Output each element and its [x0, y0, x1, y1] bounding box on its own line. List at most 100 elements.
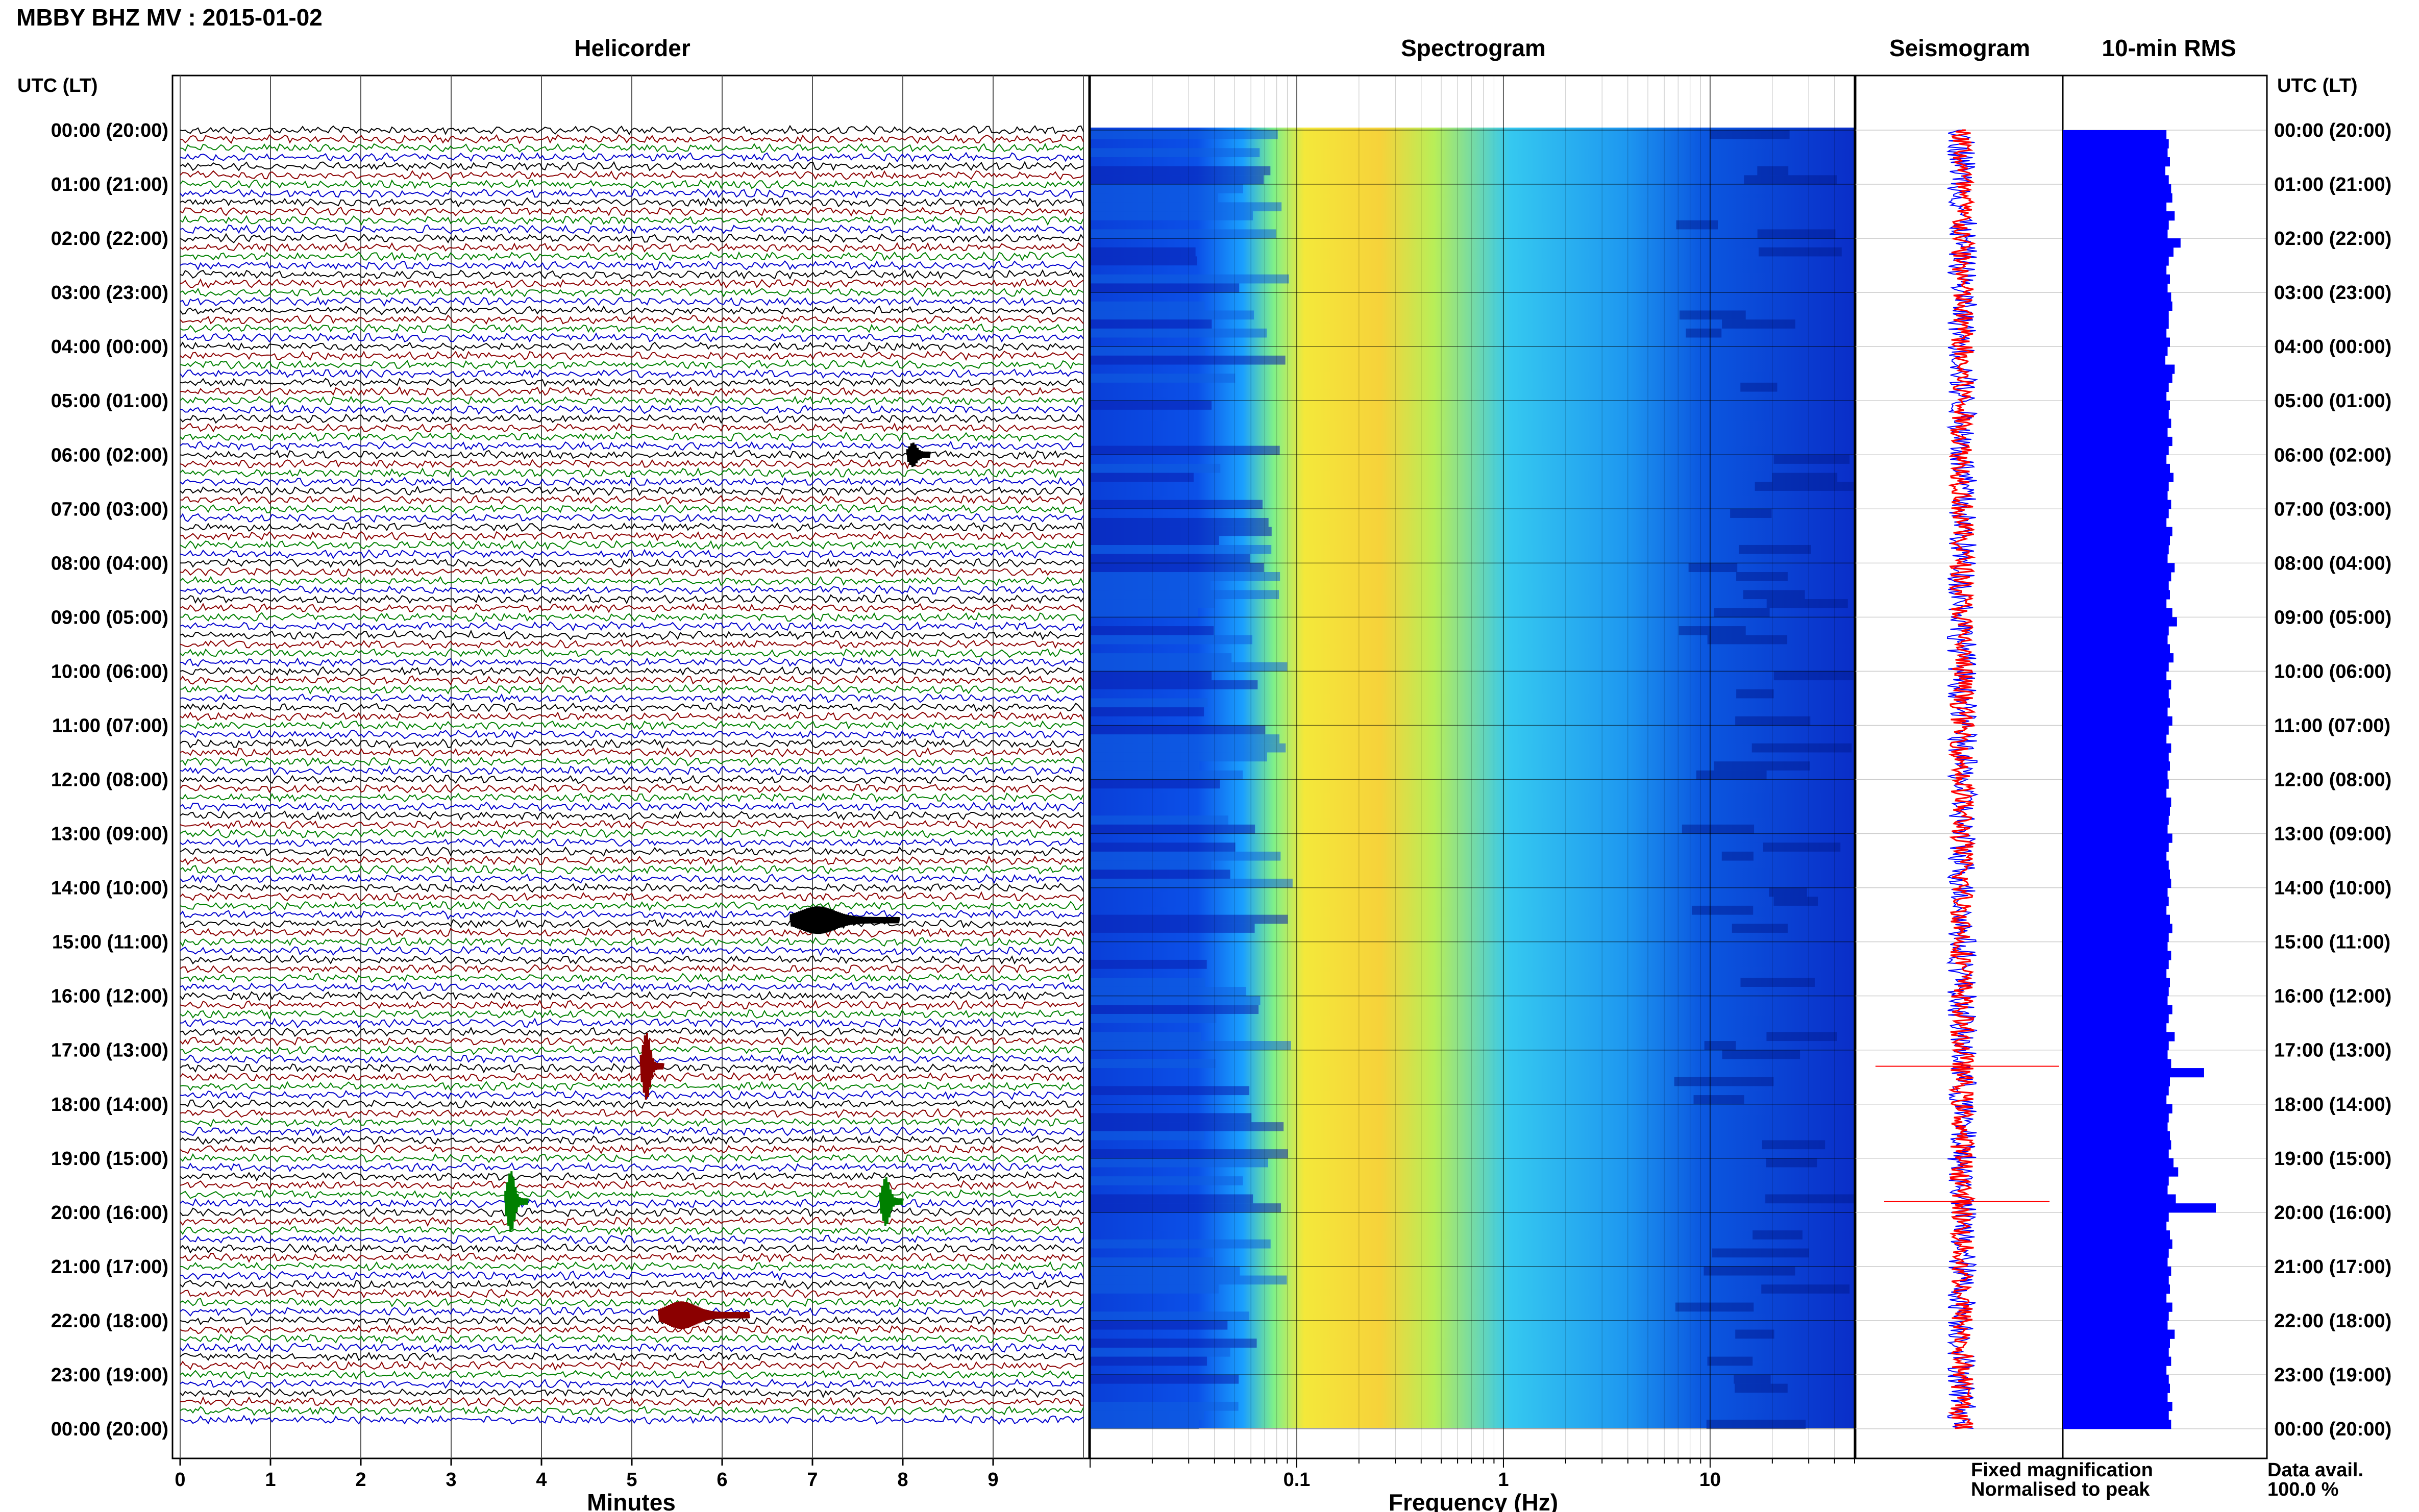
- helicorder-x-tick-label: 4: [536, 1469, 547, 1491]
- hour-label-right: 23:00 (19:00): [2274, 1365, 2391, 1386]
- spectrogram-highfreq-band: [1758, 247, 1842, 257]
- spectrogram-highfreq-band: [1744, 175, 1837, 185]
- rms-bar: [2063, 238, 2181, 248]
- spectrogram-lowfreq-band: [1090, 166, 1271, 176]
- rms-bar: [2063, 274, 2170, 284]
- spectrogram-lowfreq-band: [1090, 662, 1288, 672]
- spectrogram-lowfreq-band: [1090, 1257, 1214, 1267]
- rms-bar: [2063, 626, 2169, 636]
- spectrogram-lowfreq-band: [1090, 1194, 1253, 1204]
- spectrogram-lowfreq-band: [1090, 698, 1208, 708]
- rms-bar: [2063, 1329, 2175, 1339]
- rms-bar: [2063, 229, 2168, 239]
- rms-bar: [2063, 1104, 2173, 1113]
- spectrogram-lowfreq-band: [1090, 1131, 1204, 1141]
- spectrogram-lowfreq-band: [1090, 229, 1276, 239]
- hour-label-left: 17:00 (13:00): [51, 1040, 168, 1061]
- spectrogram-highfreq-band: [1773, 455, 1850, 464]
- spectrogram-lowfreq-band: [1090, 374, 1236, 383]
- spectrogram-lowfreq-band: [1090, 815, 1228, 825]
- spectrogram-lowfreq-band: [1090, 860, 1212, 870]
- spectrogram-lowfreq-band: [1090, 599, 1215, 608]
- spectrogram-highfreq-band: [1739, 544, 1811, 554]
- rms-bar: [2063, 969, 2167, 978]
- rms-bar: [2063, 364, 2175, 374]
- rms-bar: [2063, 1284, 2170, 1294]
- spectrogram-lowfreq-band: [1090, 590, 1279, 600]
- helicorder-trace-row: [180, 386, 1084, 397]
- spectrogram-lowfreq-band: [1090, 1176, 1243, 1185]
- spectrogram-lowfreq-band: [1090, 310, 1254, 320]
- spectrogram-lowfreq-band: [1090, 914, 1288, 924]
- rms-bar: [2063, 1140, 2171, 1150]
- hour-label-right: 01:00 (21:00): [2274, 174, 2391, 195]
- helicorder-trace-row: [180, 278, 1084, 289]
- helicorder-trace-row: [180, 522, 1084, 532]
- spectrogram-lowfreq-band: [1090, 1347, 1230, 1357]
- helicorder-trace-row: [180, 927, 1084, 938]
- helicorder-trace-row: [180, 215, 1084, 226]
- hour-label-right: 12:00 (08:00): [2274, 770, 2391, 791]
- hour-label-right: 00:00 (20:00): [2274, 1419, 2391, 1440]
- spectrogram-lowfreq-band: [1090, 671, 1212, 681]
- helicorder-trace-row: [180, 1270, 1084, 1281]
- spectrogram-highfreq-band: [1751, 743, 1852, 753]
- rms-bar: [2063, 932, 2169, 943]
- helicorder-trace-row: [180, 1072, 1084, 1083]
- rms-bar: [2063, 130, 2167, 140]
- rms-bar: [2063, 355, 2165, 365]
- spectrogram-lowfreq-band: [1090, 986, 1246, 996]
- helicorder-trace-row: [180, 873, 1084, 884]
- hour-label-right: 07:00 (03:00): [2274, 499, 2391, 520]
- spectrogram-lowfreq-band: [1090, 1113, 1252, 1123]
- helicorder-trace-row: [180, 567, 1084, 577]
- helicorder-trace-row: [180, 1216, 1084, 1227]
- rms-bar: [2063, 1293, 2167, 1303]
- helicorder-trace-row: [180, 305, 1084, 316]
- helicorder-trace-row: [180, 756, 1084, 767]
- spectrogram-highfreq-band: [1721, 851, 1754, 861]
- rms-bar: [2063, 806, 2170, 816]
- helicorder-trace-row: [180, 324, 1084, 334]
- rms-bar: [2063, 382, 2169, 392]
- rms-bar: [2063, 1212, 2169, 1222]
- helicorder-trace-row: [180, 1134, 1084, 1146]
- helicorder-trace-row: [180, 188, 1084, 199]
- helicorder-trace-row: [180, 378, 1084, 387]
- rms-bar: [2063, 409, 2169, 419]
- helicorder-trace-row: [180, 1360, 1084, 1371]
- spectrogram-highfreq-band: [1766, 599, 1848, 608]
- helicorder-trace-row: [180, 1234, 1084, 1245]
- rms-bar: [2063, 978, 2170, 987]
- helicorder-trace-row: [180, 1063, 1084, 1074]
- hour-label-left: 11:00 (07:00): [52, 715, 168, 736]
- helicorder-trace-row: [180, 314, 1084, 325]
- spectrogram-lowfreq-band: [1090, 1158, 1268, 1168]
- rms-bar: [2063, 1059, 2171, 1069]
- spectrogram-lowfreq-band: [1090, 770, 1243, 780]
- rms-bar: [2063, 346, 2168, 356]
- spectrogram-lowfreq-band: [1090, 355, 1286, 365]
- rms-bar: [2063, 428, 2168, 437]
- rms-panel: [2062, 75, 2268, 1459]
- spectrogram-highfreq-band: [1706, 1420, 1806, 1429]
- spectrogram-highfreq-band: [1714, 608, 1770, 617]
- helicorder-trace-row: [180, 792, 1084, 803]
- rms-bar: [2063, 374, 2173, 383]
- spectrogram-lowfreq-band: [1090, 1311, 1250, 1321]
- spectrogram-lowfreq-band: [1090, 851, 1281, 861]
- helicorder-trace-row: [180, 1027, 1084, 1037]
- spectrogram-highfreq-band: [1762, 1140, 1825, 1150]
- rms-bar: [2063, 1230, 2170, 1240]
- spectrogram-lowfreq-band: [1090, 1266, 1240, 1276]
- spectrogram-highfreq-band: [1769, 887, 1807, 897]
- spectrogram-x-tick-label: 1: [1498, 1469, 1509, 1491]
- helicorder-trace-row: [180, 1108, 1084, 1119]
- spectrogram-lowfreq-band: [1090, 202, 1282, 212]
- helicorder-trace-row: [180, 982, 1084, 993]
- helicorder-trace-row: [180, 125, 1084, 136]
- spectrogram-lowfreq-band: [1090, 1420, 1199, 1429]
- spectrogram-lowfreq-band: [1090, 653, 1232, 662]
- spectrogram-lowfreq-band: [1090, 1041, 1291, 1050]
- helicorder-trace-row: [180, 585, 1084, 596]
